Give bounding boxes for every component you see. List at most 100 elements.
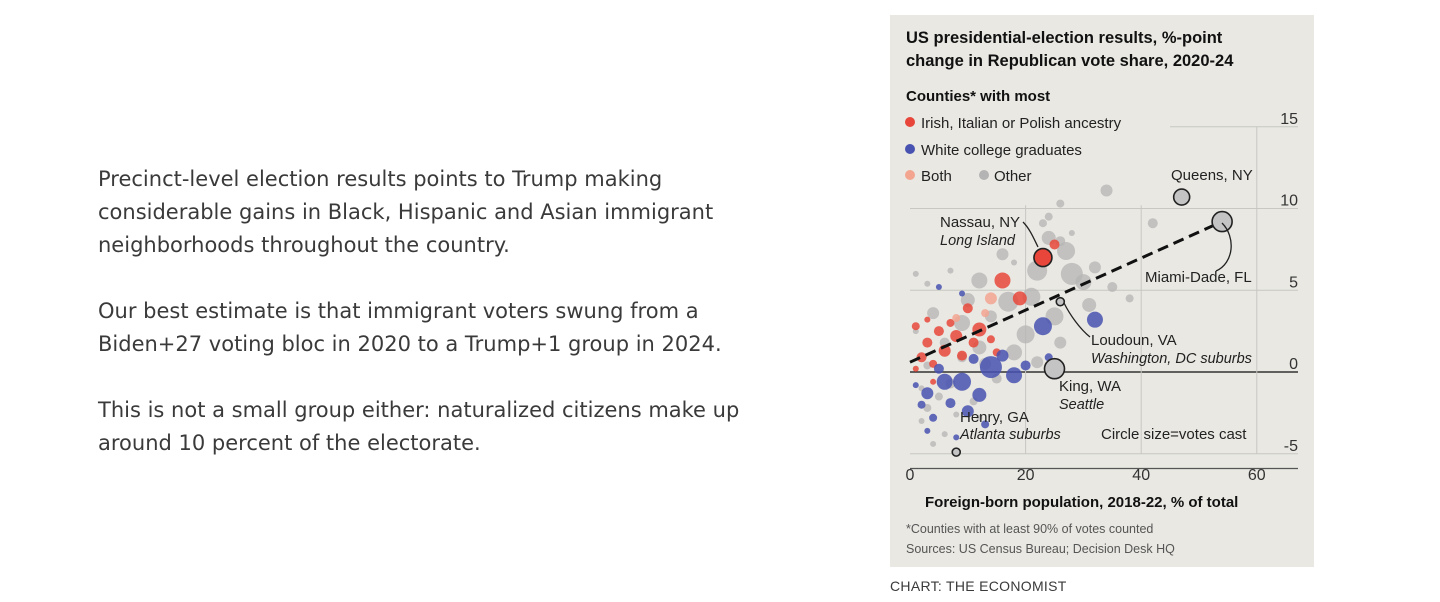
point-college-94 <box>935 283 942 290</box>
point-irish-63 <box>911 322 920 331</box>
point-college-73 <box>1086 311 1103 328</box>
legend-label-both: Both <box>921 168 952 185</box>
point-college-74 <box>1033 317 1052 336</box>
axis-ticks: 15 10 5 0 -5 0 20 40 60 <box>906 111 1299 484</box>
chart-footnote: *Counties with at least 90% of votes cou… <box>906 522 1153 536</box>
legend-label-irish: Irish, Italian or Polish ancestry <box>921 115 1122 132</box>
point-irish-69 <box>930 378 937 385</box>
chart-title-line-1: US presidential-election results, %-poin… <box>906 29 1223 47</box>
point-both-72 <box>952 314 961 323</box>
chart-sources: Sources: US Census Bureau; Decision Desk… <box>906 542 1175 556</box>
point-other-3 <box>1044 212 1053 221</box>
point-other-38 <box>918 418 925 425</box>
label-king-sub: Seattle <box>1059 397 1104 413</box>
point-college-82 <box>945 398 956 409</box>
point-both-70 <box>984 292 997 305</box>
legend-label-college: White college graduates <box>921 142 1082 159</box>
trendline-layer <box>909 220 1223 364</box>
point-other-4 <box>1038 219 1047 228</box>
x-tick-0: 0 <box>906 467 915 484</box>
scatter-chart: 15 10 5 0 -5 0 20 40 60 US presidential-election… <box>905 29 1299 556</box>
y-tick-0: 0 <box>1289 356 1298 373</box>
point-other-9 <box>996 248 1009 261</box>
y-tick-15: 15 <box>1280 111 1298 128</box>
point-irish-51 <box>1012 291 1027 306</box>
label-miami-dade: Miami-Dade, FL <box>1145 269 1252 286</box>
point-other-2 <box>1056 199 1065 208</box>
chart-title-line-2: change in Republican vote share, 2020-24 <box>906 52 1234 70</box>
legend-marker-irish <box>905 117 915 127</box>
point-other-34 <box>934 392 943 401</box>
point-other-15 <box>1022 287 1041 306</box>
legend-marker-both <box>905 170 915 180</box>
label-nassau-sub: Long Island <box>940 233 1016 249</box>
chart-panel: 15 10 5 0 -5 0 20 40 60 US presidential-election… <box>890 15 1314 567</box>
point-irish-52 <box>1049 239 1060 250</box>
legend-marker-other <box>979 170 989 180</box>
x-tick-20: 20 <box>1017 467 1035 484</box>
point-irish-64 <box>946 318 955 327</box>
article-paragraph-1: Precinct-level election results points t… <box>98 167 714 257</box>
label-henry: Henry, GA <box>960 409 1029 426</box>
point-other-19 <box>960 293 975 308</box>
y-tick-10: 10 <box>1280 193 1298 210</box>
data-points <box>911 184 1158 447</box>
point-college-76 <box>1006 367 1023 384</box>
point-irish-65 <box>986 335 995 344</box>
highlight-nassau-ny <box>1033 247 1053 268</box>
point-both-71 <box>981 309 990 318</box>
point-other-23 <box>1016 325 1035 344</box>
point-college-75 <box>979 356 1002 379</box>
point-other-25 <box>1006 344 1023 361</box>
point-other-24 <box>1054 336 1067 349</box>
point-irish-57 <box>922 337 933 348</box>
point-other-12 <box>1088 261 1101 274</box>
point-college-92 <box>912 382 919 389</box>
point-college-85 <box>968 353 979 364</box>
point-other-30 <box>1031 356 1044 369</box>
label-queens: Queens, NY <box>1171 167 1253 184</box>
x-axis-label: Foreign-born population, 2018-22, % of t… <box>925 494 1238 511</box>
point-other-17 <box>971 272 988 289</box>
leader-loudoun <box>1063 302 1091 338</box>
point-other-48 <box>1068 230 1075 237</box>
point-irish-61 <box>957 350 968 361</box>
point-other-40 <box>930 440 937 447</box>
point-irish-56 <box>933 326 944 337</box>
point-other-49 <box>1125 294 1134 303</box>
point-college-78 <box>936 373 953 390</box>
article-paragraph-3: This is not a small group either: natura… <box>98 398 740 455</box>
x-tick-40: 40 <box>1132 467 1150 484</box>
x-tick-60: 60 <box>1248 467 1266 484</box>
point-irish-62 <box>968 337 979 348</box>
highlight-king-wa <box>1043 357 1066 380</box>
point-college-77 <box>953 372 972 391</box>
label-king: King, WA <box>1059 378 1121 395</box>
point-college-87 <box>1020 360 1031 371</box>
trendline <box>909 220 1223 364</box>
point-college-84 <box>929 413 938 422</box>
highlight-loudoun-va <box>1055 296 1066 307</box>
point-other-11 <box>1075 274 1092 291</box>
point-other-44 <box>924 280 931 287</box>
point-other-41 <box>976 414 983 421</box>
point-other-0 <box>1100 184 1113 197</box>
point-irish-66 <box>924 316 931 323</box>
highlight-miami-dade-fl <box>1211 210 1233 233</box>
label-loudoun: Loudoun, VA <box>1091 332 1177 349</box>
point-college-81 <box>961 405 974 418</box>
point-college-86 <box>996 349 1009 362</box>
highlighted-counties <box>951 188 1233 457</box>
annotation-leaders <box>1022 221 1232 338</box>
y-tick--5: -5 <box>1284 438 1298 455</box>
point-other-13 <box>1107 281 1118 292</box>
leader-miami-dade <box>1215 222 1232 272</box>
point-college-79 <box>972 387 987 402</box>
point-irish-59 <box>916 352 927 363</box>
legend-title: Counties* with most <box>906 88 1050 105</box>
circle-size-note: Circle size=votes cast <box>1101 426 1247 443</box>
point-college-90 <box>924 427 931 434</box>
label-henry-sub: Atlanta suburbs <box>959 427 1061 443</box>
point-other-14 <box>1082 297 1097 312</box>
leader-nassau <box>1022 221 1039 248</box>
